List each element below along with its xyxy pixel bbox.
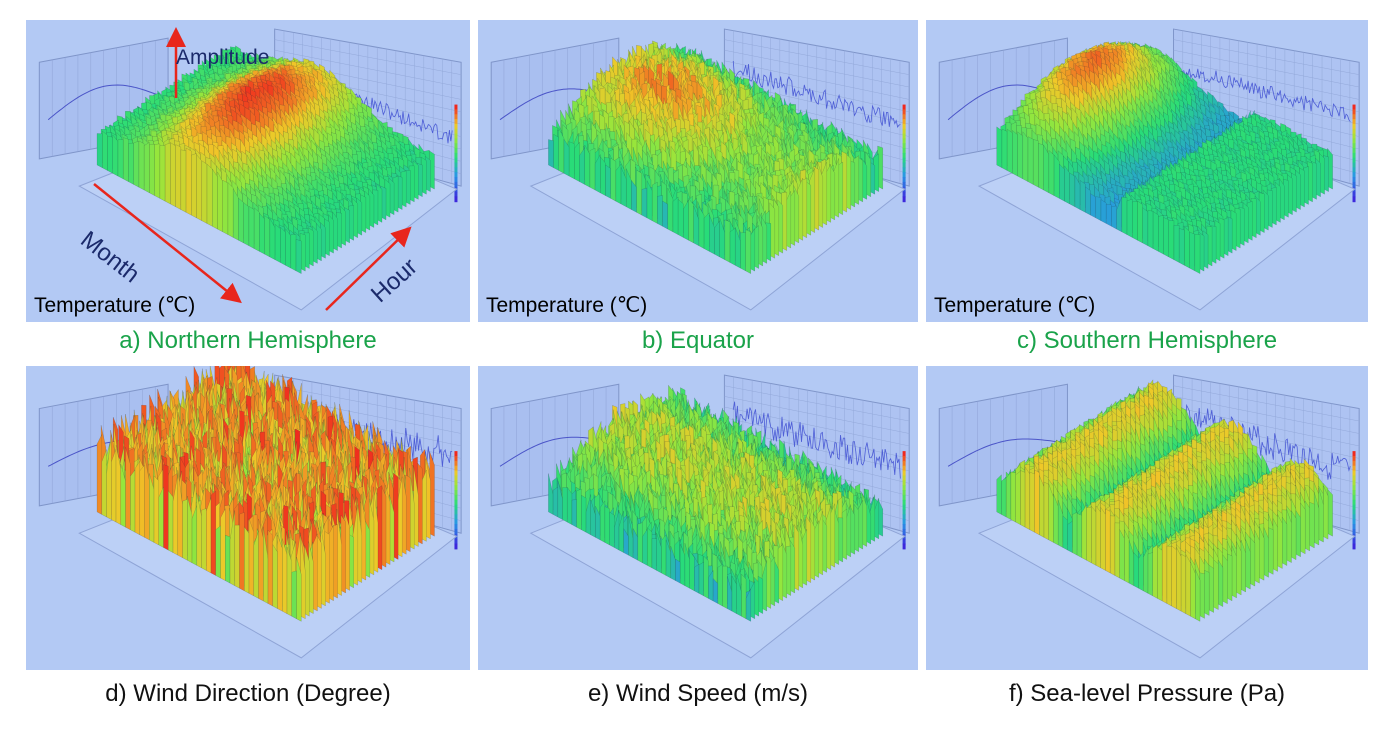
color-bar — [1352, 104, 1356, 203]
panel-f — [926, 366, 1368, 670]
month-arrow — [93, 183, 242, 304]
color-bar — [454, 451, 458, 550]
panel-c: Temperature (℃) — [926, 20, 1368, 322]
color-bar — [1352, 451, 1356, 550]
color-bar — [902, 451, 906, 550]
panel-e — [478, 366, 918, 670]
surface — [996, 40, 1333, 275]
surface — [96, 45, 435, 275]
surface — [548, 384, 883, 622]
color-bar — [902, 104, 906, 203]
surface-plot-a — [38, 27, 462, 311]
variable-label-b: Temperature (℃) — [486, 294, 648, 317]
panel-d — [26, 366, 470, 670]
caption-c: c) Southern Hemisphere — [1016, 327, 1278, 354]
panel-b: Temperature (℃) — [478, 20, 918, 322]
surface-plot-c — [938, 28, 1360, 311]
caption-e: e) Wind Speed (m/s) — [587, 680, 809, 707]
panel-a: Temperature (℃) Amplitude Month Hour — [26, 20, 470, 322]
variable-label-a: Temperature (℃) — [34, 294, 196, 317]
surface — [96, 366, 435, 622]
caption-a: a) Northern Hemisphere — [119, 327, 377, 354]
surface-plot-b — [490, 28, 910, 311]
color-bar — [454, 104, 458, 203]
amplitude-label: Amplitude — [176, 46, 270, 69]
hour-arrow — [325, 226, 412, 311]
surface — [996, 379, 1333, 622]
caption-f: f) Sea-level Pressure (Pa) — [1008, 680, 1286, 707]
surface-plot-d — [38, 366, 462, 659]
surface-plot-e — [490, 374, 910, 659]
variable-label-c: Temperature (℃) — [934, 294, 1096, 317]
caption-b: b) Equator — [641, 327, 755, 354]
surface — [548, 40, 883, 275]
surface-plot-f — [938, 374, 1360, 659]
caption-d: d) Wind Direction (Degree) — [105, 680, 391, 707]
